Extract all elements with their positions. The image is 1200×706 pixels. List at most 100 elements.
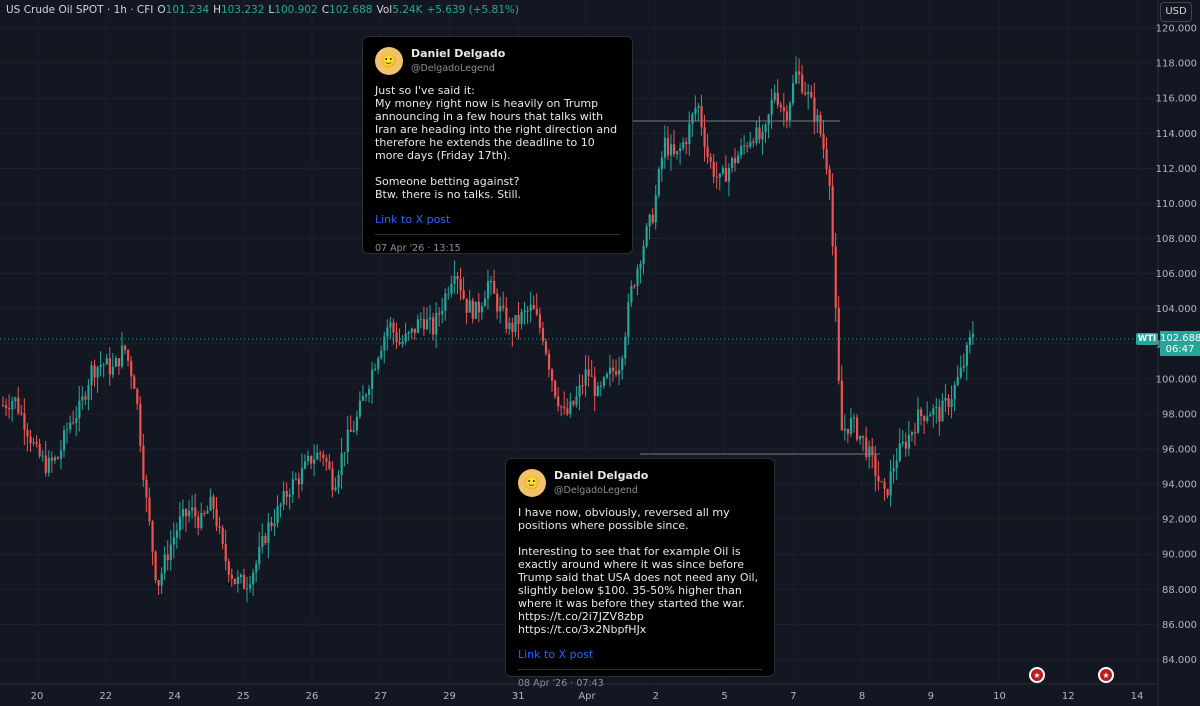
candle-body: [69, 422, 72, 430]
candle-body: [133, 376, 136, 389]
candle-body: [785, 111, 789, 121]
candle-body: [432, 317, 435, 335]
candle-body: [791, 83, 795, 104]
candle-body: [178, 516, 182, 531]
x-tick-label: Apr: [578, 691, 596, 702]
candle-body: [737, 155, 740, 164]
candle-body: [734, 157, 737, 164]
candle-body: [865, 437, 868, 458]
candle-body: [715, 176, 718, 178]
x-tick-label: 27: [374, 691, 387, 702]
candle-body: [941, 400, 944, 422]
candle-body: [682, 142, 685, 149]
candle-body: [624, 336, 627, 359]
candle-body: [145, 479, 148, 498]
candle-body: [203, 513, 206, 515]
candle-body: [810, 91, 813, 98]
candle-body: [673, 144, 676, 155]
candle-body: [849, 418, 853, 434]
currency-button[interactable]: USD: [1160, 2, 1192, 22]
y-tick-label: 114.000: [1156, 129, 1197, 140]
candle-body: [325, 457, 328, 462]
candle-body: [96, 367, 99, 378]
close-value: 102.688: [329, 4, 373, 16]
candle-body: [825, 149, 828, 170]
candle-body: [282, 490, 285, 505]
candle-body: [557, 396, 560, 407]
post-text: Just so I've said it: My money right now…: [375, 84, 618, 201]
volume-label: Vol: [376, 4, 393, 16]
candle-body: [532, 304, 535, 310]
candle-body: [252, 572, 255, 585]
candle-body: [526, 310, 529, 312]
candle-body: [709, 157, 712, 162]
candle-body: [654, 195, 657, 223]
candle-body: [239, 574, 243, 577]
candle-body: [197, 516, 200, 528]
candle-body: [706, 146, 709, 158]
candle-body: [276, 506, 279, 524]
candle-body: [627, 302, 630, 337]
candle-body: [392, 322, 395, 333]
author-name[interactable]: Daniel Delgado: [554, 469, 649, 482]
x-tick-label: 20: [31, 691, 44, 702]
candle-body: [340, 453, 343, 476]
candle-body: [648, 214, 651, 227]
candle-body: [334, 487, 337, 491]
candle-body: [499, 305, 502, 312]
candle-body: [206, 510, 209, 514]
us-flag-icon[interactable]: ★: [1029, 667, 1045, 683]
candle-body: [618, 369, 621, 375]
candle-body: [63, 430, 66, 451]
post-link[interactable]: Link to X post: [518, 648, 594, 661]
candle-body: [337, 475, 340, 488]
post-link[interactable]: Link to X post: [375, 213, 451, 226]
candle-body: [389, 322, 392, 328]
candle-body: [215, 508, 218, 527]
candle-body: [538, 314, 541, 328]
candle-body: [929, 414, 932, 417]
candle-body: [660, 157, 663, 170]
candle-body: [679, 148, 682, 152]
symbol-name[interactable]: US Crude Oil SPOT · 1h · CFI: [6, 4, 154, 16]
candle-body: [322, 454, 325, 458]
candle-body: [752, 141, 755, 144]
y-tick-label: 88.000: [1162, 585, 1197, 596]
avatar[interactable]: 🙂: [518, 469, 546, 497]
candle-body: [331, 468, 334, 491]
candle-body: [285, 490, 288, 497]
candle-body: [846, 428, 850, 434]
avatar[interactable]: 🙂: [375, 47, 403, 75]
candle-body: [8, 408, 11, 410]
candle-body: [26, 429, 29, 437]
candle-body: [892, 468, 895, 472]
candle-body: [554, 380, 557, 397]
candle-body: [264, 536, 267, 543]
candle-body: [923, 416, 926, 422]
candle-body: [401, 341, 404, 344]
author-handle[interactable]: @DelgadoLegend: [554, 485, 638, 496]
candle-body: [572, 401, 575, 405]
candle-body: [72, 422, 75, 424]
candle-body: [44, 455, 47, 473]
candle-body: [590, 375, 593, 377]
candle-body: [425, 319, 429, 330]
candle-body: [651, 214, 654, 223]
price-axis[interactable]: 84.000 86.000 88.000 90.000 92.000 94.000 96.0…: [1156, 24, 1197, 666]
candle-body: [386, 327, 389, 337]
candle-body: [227, 561, 230, 575]
candle-body: [233, 578, 236, 584]
author-name[interactable]: Daniel Delgado: [411, 47, 506, 60]
candle-body: [139, 403, 142, 446]
author-handle[interactable]: @DelgadoLegend: [411, 63, 495, 74]
candle-body: [877, 475, 880, 482]
candle-body: [904, 441, 907, 449]
candle-body: [663, 137, 667, 158]
close-label: C: [321, 4, 330, 16]
candle-body: [267, 522, 270, 543]
time-axis[interactable]: 20 22 24 25 26 27 29 31 Apr 2 5 7 8 9 10 12 14: [31, 691, 1144, 702]
us-flag-icon[interactable]: ★: [1098, 667, 1114, 683]
candle-body: [154, 551, 157, 581]
candle-body: [319, 452, 322, 455]
candle-body: [380, 350, 383, 359]
